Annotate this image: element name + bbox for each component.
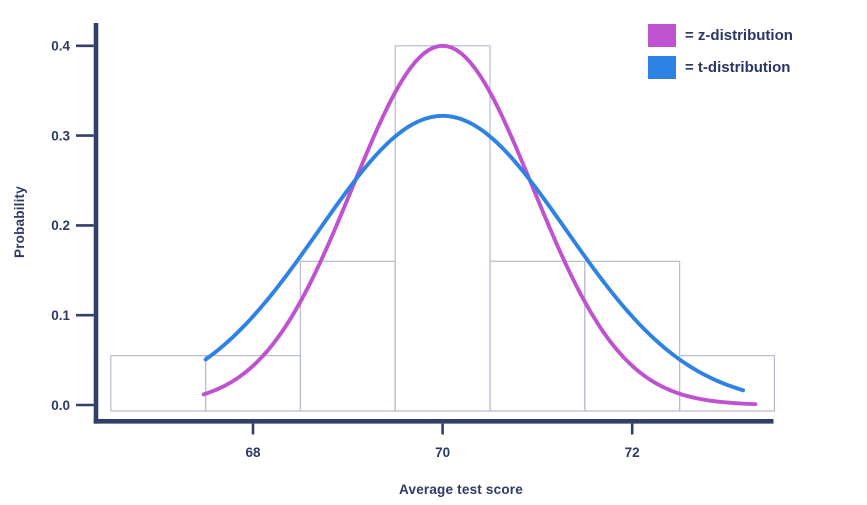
legend-item-t-distribution: = t-distribution [648,56,793,79]
histogram-bar [110,355,207,412]
z-distribution-curve [201,43,758,407]
histogram-bar [299,260,396,412]
legend-label: = t-distribution [685,59,791,76]
histogram-bar [489,260,586,412]
histogram-bar [394,45,491,412]
x-tick-label: 68 [245,445,261,460]
histogram-bar [584,260,681,412]
x-axis-title: Average test score [399,482,523,497]
legend-item-z-distribution: = z-distribution [648,24,793,47]
y-tick-label: 0.3 [51,128,70,143]
x-tick-label: 72 [625,445,640,460]
legend-label: = z-distribution [685,27,793,44]
t-distribution-color-swatch [648,56,676,79]
y-tick-label: 0.4 [51,39,70,54]
z-distribution-color-swatch [648,24,676,47]
x-tick-label: 70 [435,445,450,460]
legend: = z-distribution = t-distribution [648,24,793,88]
histogram-bar [678,355,775,412]
y-tick-label: 0.2 [51,218,70,233]
y-tick-label: 0.1 [51,308,70,323]
t-distribution-curve [203,113,746,393]
y-tick-label: 0.0 [51,398,70,413]
y-axis-title: Probability [12,186,27,258]
